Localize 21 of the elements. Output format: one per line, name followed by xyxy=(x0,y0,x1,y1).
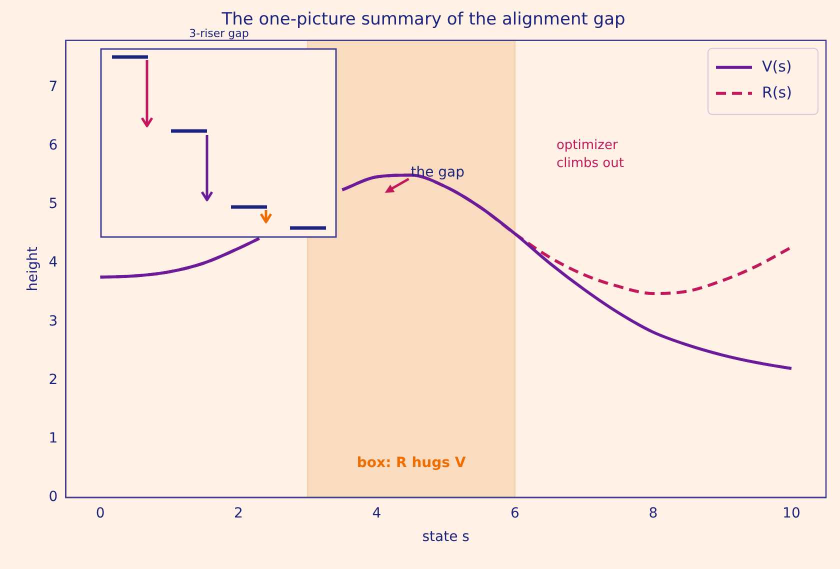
x-tick-label: 10 xyxy=(782,505,800,522)
y-tick-label: 1 xyxy=(48,430,58,446)
annotation: 3-riser gap xyxy=(189,27,249,40)
legend-label: R(s) xyxy=(762,83,792,102)
x-axis-title: state s xyxy=(422,529,470,546)
y-tick-label: 2 xyxy=(48,372,58,388)
y-tick-label: 5 xyxy=(48,196,58,212)
y-tick-label: 7 xyxy=(48,78,58,95)
x-tick-label: 6 xyxy=(510,505,520,522)
y-tick-label: 4 xyxy=(48,254,58,271)
x-tick-label: 2 xyxy=(234,505,243,522)
y-axis-title: height xyxy=(25,246,42,292)
band-label: box: R hugs V xyxy=(356,455,466,472)
y-tick-label: 3 xyxy=(48,313,58,330)
x-tick-label: 8 xyxy=(648,505,658,522)
y-tick-label: 0 xyxy=(48,489,58,506)
x-tick-label: 4 xyxy=(372,505,382,522)
x-tick-label: 0 xyxy=(96,505,105,522)
legend-label: V(s) xyxy=(762,57,792,76)
annotation: optimizer climbs out xyxy=(556,138,624,171)
y-tick-label: 6 xyxy=(48,138,58,154)
